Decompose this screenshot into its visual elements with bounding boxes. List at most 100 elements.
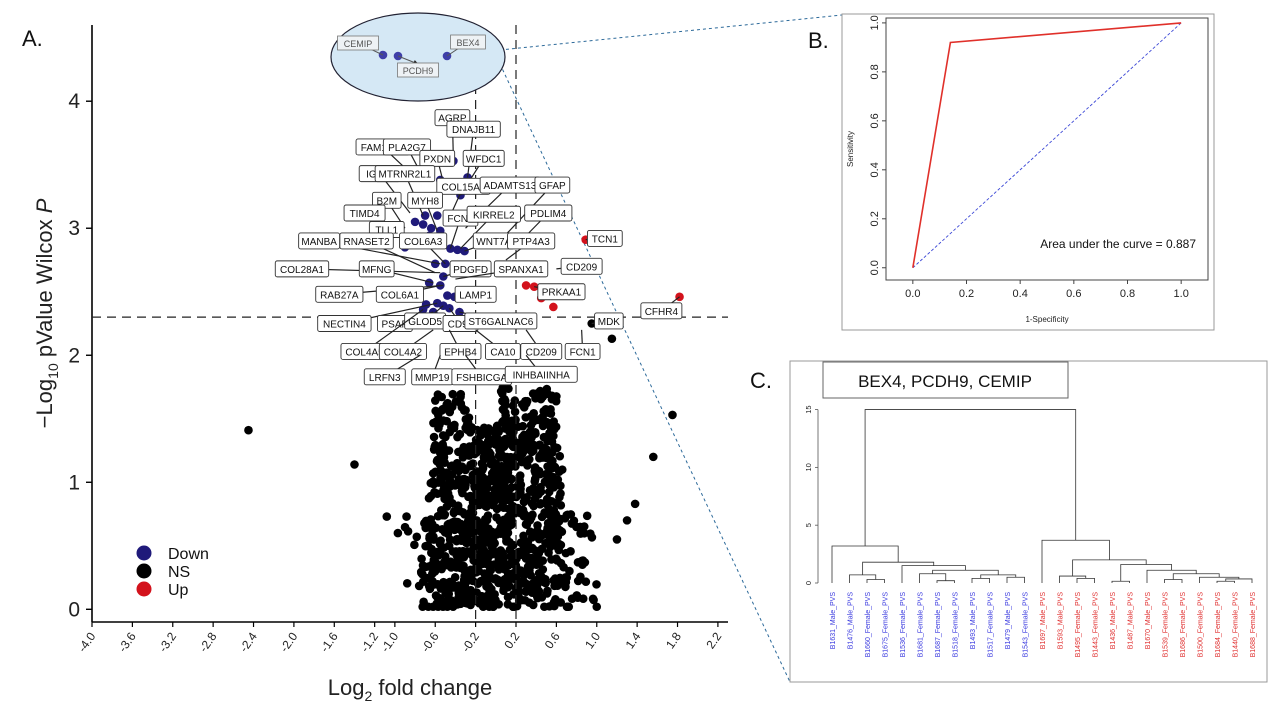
ns-point: [529, 501, 538, 511]
ns-point: [542, 527, 551, 537]
ns-point: [429, 445, 439, 454]
ns-point: [507, 506, 517, 516]
ns-point: [528, 600, 538, 610]
gene-label: CD93: [448, 320, 474, 331]
inset-label: BEX4: [456, 38, 479, 48]
ns-point: [437, 392, 447, 402]
ns-point: [491, 430, 501, 439]
ns-point: [445, 535, 455, 544]
ns-point: [536, 482, 545, 492]
ns-point: [459, 561, 468, 571]
ns-point: [441, 432, 450, 442]
inset-ellipse: [330, 12, 506, 102]
ns-point: [434, 423, 443, 433]
ns-point: [459, 579, 468, 588]
ns-point: [480, 535, 489, 545]
gene-label: TCN1: [592, 234, 619, 245]
down-point: [420, 211, 430, 220]
y-tick-label: 3: [68, 217, 80, 240]
ns-point: [441, 582, 450, 592]
gene-label-box: [485, 342, 521, 360]
ns-point: [521, 587, 531, 597]
ns-point: [439, 444, 449, 453]
x-axis-title: Log2 fold change: [328, 675, 492, 704]
ns-point: [496, 447, 505, 457]
legend-marker: [136, 581, 152, 597]
gene-label-box: [419, 149, 456, 167]
ns-point: [463, 570, 473, 580]
ns-point: [501, 411, 511, 420]
ns-point: [498, 562, 507, 572]
gene-label: MFNG: [362, 265, 392, 276]
ns-point: [431, 523, 441, 533]
ns-point: [431, 406, 440, 416]
ns-point: [582, 511, 592, 521]
ns-point: [546, 459, 556, 468]
ns-point: [543, 586, 552, 596]
ns-point: [440, 599, 449, 609]
ns-point: [560, 514, 570, 523]
ns-point: [468, 470, 478, 480]
gene-label: NECTIN4: [323, 320, 366, 331]
x-tick-label: -3.2: [156, 629, 180, 654]
ns-point: [451, 465, 461, 474]
ns-point: [431, 558, 441, 568]
ns-point: [486, 565, 496, 575]
ns-point: [491, 490, 501, 500]
ns-point: [622, 516, 632, 525]
ns-point: [507, 416, 517, 426]
ns-point: [431, 467, 440, 477]
ns-point: [429, 432, 439, 442]
gene-label-box: [640, 302, 683, 320]
ns-point: [536, 499, 546, 508]
ns-point: [498, 483, 508, 492]
ns-point: [488, 602, 498, 612]
ns-point: [492, 504, 502, 514]
ns-point: [532, 592, 542, 601]
gene-label: PRKAA1: [542, 288, 582, 299]
ns-point: [453, 501, 463, 511]
gene-label: SPANXA1: [498, 265, 544, 276]
gene-label: LRFN3: [369, 373, 401, 384]
ns-point: [561, 582, 570, 592]
down-point: [426, 223, 436, 233]
ns-point: [534, 490, 543, 499]
ns-point: [539, 443, 548, 453]
ns-point: [442, 502, 452, 511]
down-point: [410, 217, 420, 227]
gene-label-box: [534, 176, 571, 194]
gene-label-box: [524, 204, 573, 222]
ns-point: [350, 460, 359, 469]
ns-point: [505, 537, 514, 547]
ns-point: [525, 544, 535, 554]
gene-label-box: [537, 283, 586, 301]
ns-point: [382, 512, 392, 521]
ns-point: [472, 540, 481, 549]
ns-point: [452, 563, 461, 572]
ns-point: [450, 420, 459, 430]
ns-point: [514, 596, 524, 606]
gene-label: TIMD4: [350, 209, 380, 220]
inset-label: CEMIP: [344, 39, 373, 49]
gene-label-box: [507, 232, 556, 250]
ns-point: [630, 499, 640, 509]
ns-point: [581, 577, 591, 587]
gene-label: PTP4A3: [513, 237, 551, 248]
ns-point: [547, 394, 557, 404]
ns-point: [463, 418, 473, 427]
ns-point: [523, 436, 533, 445]
gene-label: GLOD5: [408, 317, 442, 328]
ns-point: [577, 556, 587, 566]
inset-label-box: [337, 35, 379, 51]
gene-label: KIRREL2: [473, 210, 515, 221]
x-tick-label: -1.2: [358, 629, 382, 654]
ns-point: [506, 452, 516, 462]
ns-point: [482, 559, 491, 569]
gene-label: MDK: [598, 317, 621, 328]
ns-point: [510, 461, 519, 470]
ns-point: [458, 508, 468, 517]
ns-point: [483, 549, 492, 558]
ns-point: [429, 580, 438, 589]
ns-point: [526, 513, 536, 522]
ns-point: [530, 428, 540, 437]
